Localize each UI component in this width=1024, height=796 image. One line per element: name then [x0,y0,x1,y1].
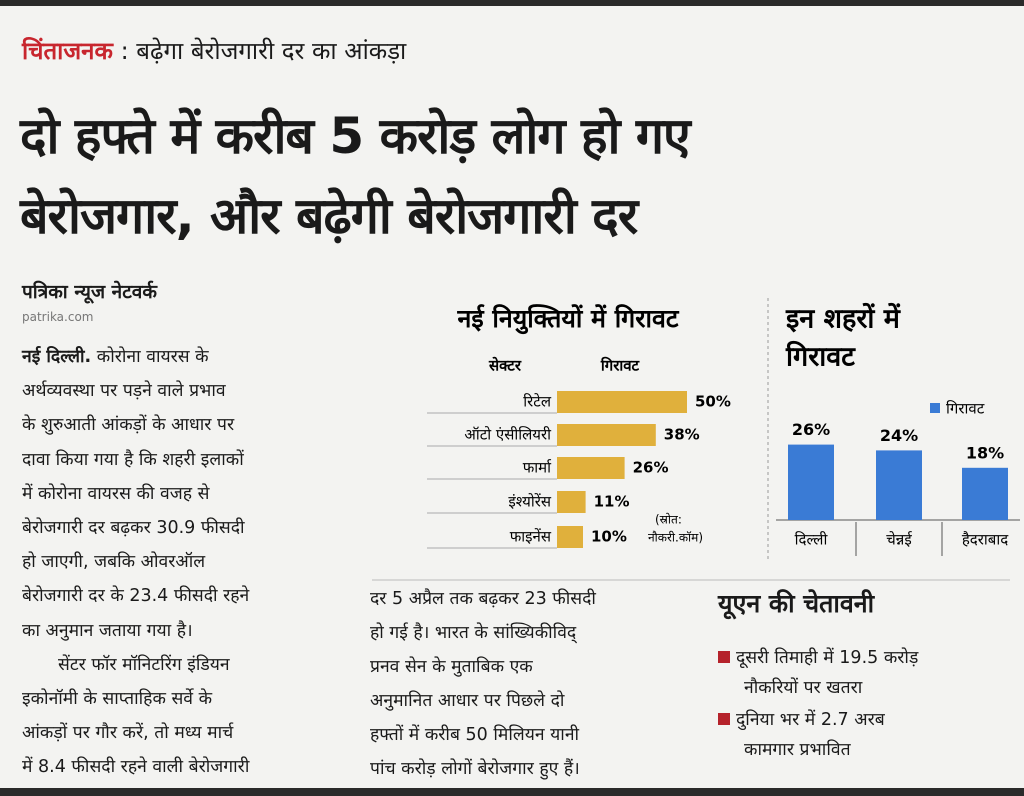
text-line: नई दिल्ली. कोरोना वायरस के [22,346,342,368]
value-label: 24% [880,426,918,445]
value-label: 38% [664,426,700,444]
value-label: 26% [633,459,669,477]
category-label: ऑटो एंसीलियरी [464,426,552,444]
bar [557,491,586,513]
headline: बेरोजगार, और बढ़ेगी बेरोजगारी दर [20,187,638,245]
column-header: गिरावट [600,357,641,375]
source: (स्रोत: [655,513,682,527]
subhead: : बढ़ेगा बेरोजगारी दर का आंकड़ा [120,37,407,65]
text-line: हो गई है। भारत के सांख्यिकीविद् [370,623,577,643]
column-header: सेक्टर [488,357,522,375]
value-label: 26% [792,420,830,439]
bar [876,450,922,520]
category-label: चेन्नई [886,531,912,549]
box-title: यूएन की चेतावनी [718,589,875,618]
text-line: दर 5 अप्रैल तक बढ़कर 23 फीसदी [370,589,596,609]
site: patrika.com [22,310,94,324]
bar [557,391,687,413]
list-line: दूसरी तिमाही में 19.5 करोड़ [718,642,918,674]
value-label: 18% [966,443,1004,462]
text-line: बेरोजगारी दर के 23.4 फीसदी रहने [22,586,250,607]
text-line: के शुरुआती आंकड़ों के आधार पर [22,415,235,436]
value-label: 10% [591,528,627,546]
category-label: फार्मा [523,459,552,477]
chart-title: नई नियुक्तियों में गिरावट [457,304,680,335]
list-line: दुनिया भर में 2.7 अरब [718,704,885,736]
category-label: दिल्ली [795,531,829,549]
text-line: प्रनव सेन के मुताबिक एक [370,657,533,677]
text-line: पांच करोड़ लोगों बेरोजगार हुए हैं। [370,759,580,779]
bar [557,526,583,548]
category-label: फाइनेंस [510,528,552,546]
legend-label: गिरावट [946,400,985,418]
text-line: में कोरोना वायरस की वजह से [22,483,210,504]
bar [788,444,834,520]
bottom-bar [0,788,1024,796]
legend-swatch [930,403,940,413]
dateline: नई दिल्ली. [22,347,92,367]
value-label: 11% [594,493,630,511]
text-line: बेरोजगारी दर बढ़कर 30.9 फीसदी [22,518,245,538]
text: कोरोना वायरस के [96,347,209,367]
text-line: सेंटर फॉर मॉनिटरिंग इंडियन [58,654,230,675]
value-label: 50% [695,393,731,411]
source: नौकरी.कॉम) [648,531,703,545]
text-line: का अनुमान जताया गया है। [22,620,193,641]
list-text: कामगार प्रभावित [744,740,851,760]
headline: दो हफ्ते में करीब 5 करोड़ लोग हो गए [20,107,691,165]
text-line: इकोनॉमी के साप्ताहिक सर्वे के [22,689,213,709]
list-line: कामगार प्रभावित [744,734,851,766]
text-line: अर्थव्यवस्था पर पड़ने वाले प्रभाव [22,381,226,402]
text-line: हो जाएगी, जबकि ओवरऑल [22,552,206,573]
bullet [718,651,730,663]
byline: पत्रिका न्यूज नेटवर्क [22,281,157,303]
bullet [718,713,730,725]
text-line: हफ्तों में करीब 50 मिलियन यानी [370,725,580,745]
list-text: दुनिया भर में 2.7 अरब [736,710,885,730]
list-text: नौकरियों पर खतरा [744,678,863,698]
text-line: आंकड़ों पर गौर करें, तो मध्य मार्च [22,723,234,744]
text-line: दावा किया गया है कि शहरी इलाकों [22,449,244,470]
text-line: अनुमानित आधार पर पिछले दो [370,691,565,711]
bar [962,467,1008,520]
kicker-label: चिंताजनक [22,37,113,65]
text-line: में 8.4 फीसदी रहने वाली बेरोजगारी [22,757,250,778]
list-text: दूसरी तिमाही में 19.5 करोड़ [736,648,919,668]
category-label: इंश्योरेंस [508,493,551,511]
chart-title: इन शहरों में [785,303,901,335]
category-label: हैदराबाद [962,531,1009,549]
kicker: चिंताजनक : बढ़ेगा बेरोजगारी दर का आंकड़ा [22,34,406,67]
bar [557,424,656,446]
bar [557,457,625,479]
top-bar [0,0,1024,6]
chart-title: गिरावट [785,341,856,373]
category-label: रिटेल [523,393,552,411]
list-line: नौकरियों पर खतरा [744,672,862,704]
